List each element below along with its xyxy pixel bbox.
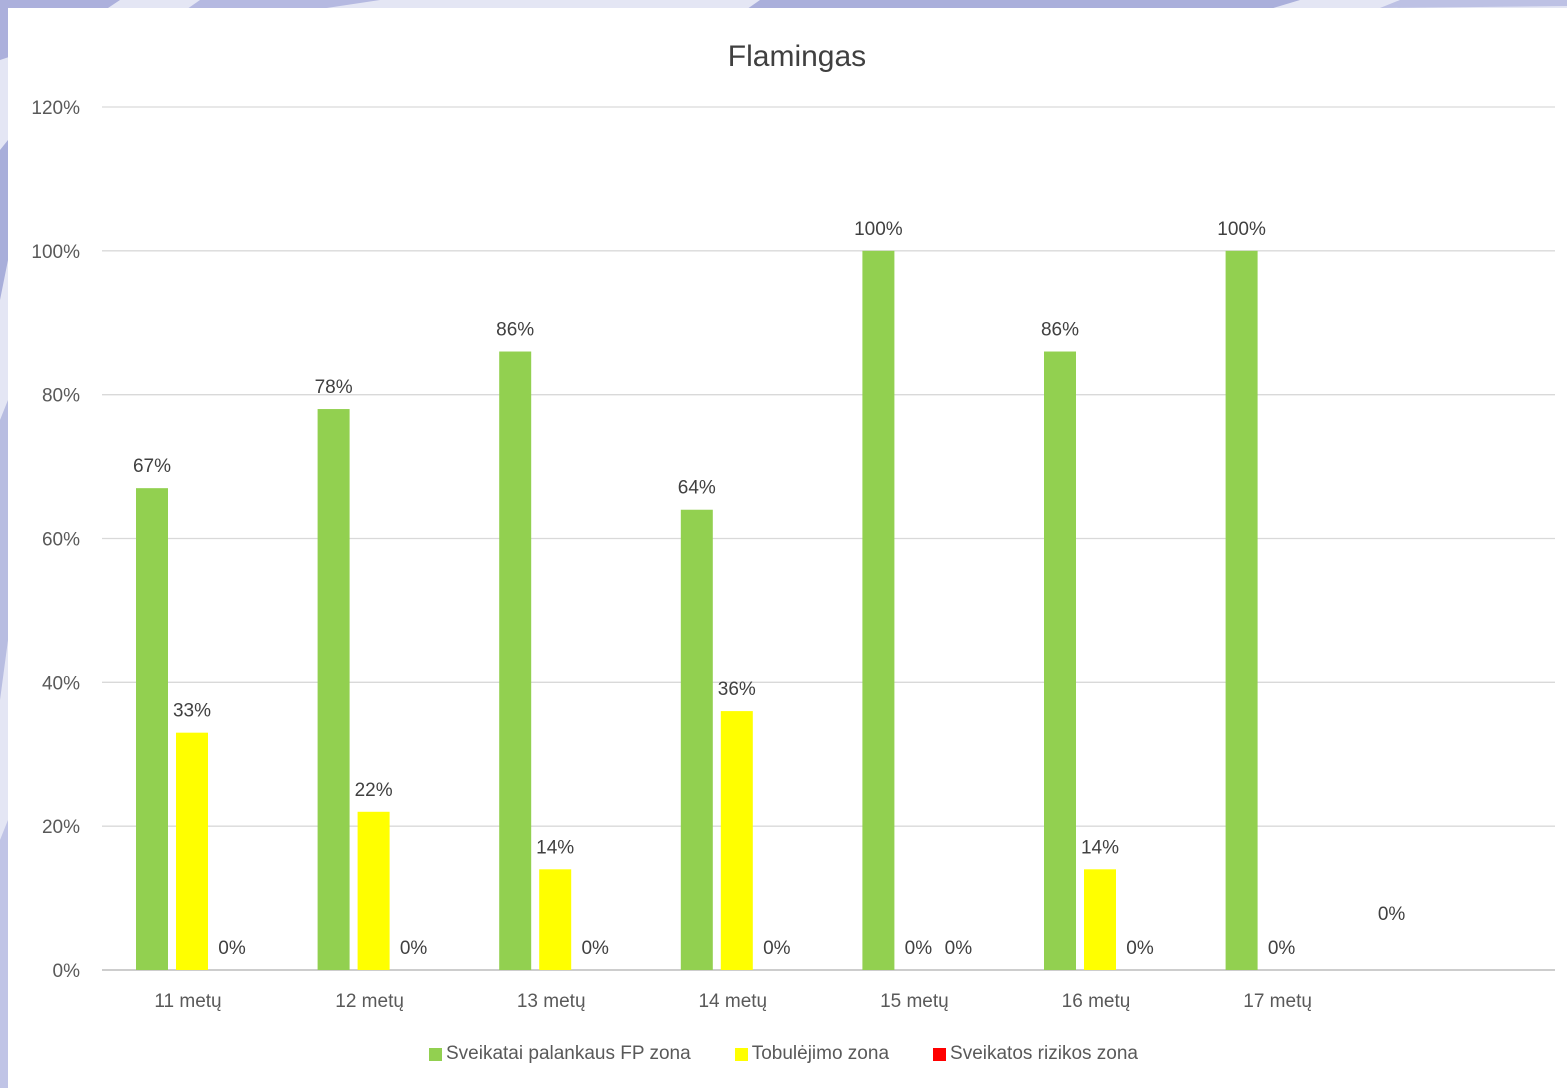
x-category-label: 14 metų xyxy=(698,991,767,1012)
data-label: 0% xyxy=(218,938,246,959)
bar-2-2 xyxy=(357,811,390,970)
x-category-label: 12 metų xyxy=(335,991,404,1012)
data-label: 100% xyxy=(1217,219,1266,240)
data-label: 33% xyxy=(173,701,211,722)
data-label: 86% xyxy=(496,320,534,341)
data-label: 14% xyxy=(536,837,574,858)
chart-title: Flamingas xyxy=(728,40,866,73)
data-label: 67% xyxy=(133,456,171,477)
data-label: 0% xyxy=(763,938,791,959)
y-tick-label: 40% xyxy=(42,673,80,694)
y-axis-ticks: 0% 20% 40% 60% 80% 100% 120% xyxy=(31,98,80,982)
data-label: 78% xyxy=(315,377,353,398)
legend-swatch xyxy=(734,1047,748,1061)
data-label: 86% xyxy=(1041,320,1079,341)
legend-item: Sveikatos rizikos zona xyxy=(933,1043,1138,1065)
y-tick-label: 100% xyxy=(31,242,80,263)
x-category-label: 15 metų xyxy=(880,991,949,1012)
legend-item: Tobulėjimo zona xyxy=(734,1043,890,1065)
bar-2-1 xyxy=(176,732,208,970)
bar-1-7 xyxy=(1225,250,1258,971)
bar-1-6 xyxy=(1044,351,1076,970)
data-label: 36% xyxy=(718,679,756,700)
data-label: 0% xyxy=(1378,904,1406,925)
data-labels: 67% 33% 0% 78% 22% 0% 86% 14% 0% 64% 36% 0% 100% 0% 0%… xyxy=(133,219,1405,959)
legend-swatch xyxy=(429,1047,442,1061)
y-tick-label: 80% xyxy=(42,386,80,407)
y-tick-label: 0% xyxy=(53,961,81,982)
data-label: 0% xyxy=(945,938,973,959)
bar-1-3 xyxy=(499,351,532,970)
legend-swatch xyxy=(933,1047,947,1061)
data-label: 0% xyxy=(400,938,428,959)
bar-2-3 xyxy=(539,869,572,970)
data-label: 0% xyxy=(1268,938,1296,959)
data-label: 0% xyxy=(581,938,609,959)
data-label: 0% xyxy=(1126,938,1154,959)
bars xyxy=(136,250,1258,971)
bar-2-6 xyxy=(1084,869,1116,970)
x-axis-categories: 11 metų 12 metų 13 metų 14 metų 15 metų 16 me… xyxy=(154,991,1312,1012)
x-category-label: 11 metų xyxy=(154,991,221,1012)
bar-1-2 xyxy=(317,409,350,970)
bar-2-4 xyxy=(720,711,753,970)
data-label: 100% xyxy=(854,219,903,240)
data-label: 14% xyxy=(1081,837,1119,858)
legend: Sveikatai palankaus FP zona Tobulėjimo zo… xyxy=(0,1043,1567,1065)
chart-panel xyxy=(8,8,1567,1088)
legend-item: Sveikatai palankaus FP zona xyxy=(429,1043,691,1065)
legend-label: Sveikatos rizikos zona xyxy=(950,1043,1138,1064)
x-category-label: 16 metų xyxy=(1062,991,1131,1012)
y-tick-label: 120% xyxy=(31,98,80,119)
bar-1-5 xyxy=(862,250,895,971)
bar-1-4 xyxy=(680,509,713,970)
y-tick-label: 20% xyxy=(42,817,80,838)
y-tick-label: 60% xyxy=(42,530,80,551)
x-category-label: 13 metų xyxy=(517,991,586,1012)
legend-label: Tobulėjimo zona xyxy=(751,1043,890,1064)
legend-label: Sveikatai palankaus FP zona xyxy=(446,1043,691,1064)
data-label: 64% xyxy=(678,478,716,499)
x-category-label: 17 metų xyxy=(1243,991,1312,1012)
data-label: 0% xyxy=(905,938,933,959)
data-label: 22% xyxy=(355,780,393,801)
bar-1-1 xyxy=(136,488,168,970)
